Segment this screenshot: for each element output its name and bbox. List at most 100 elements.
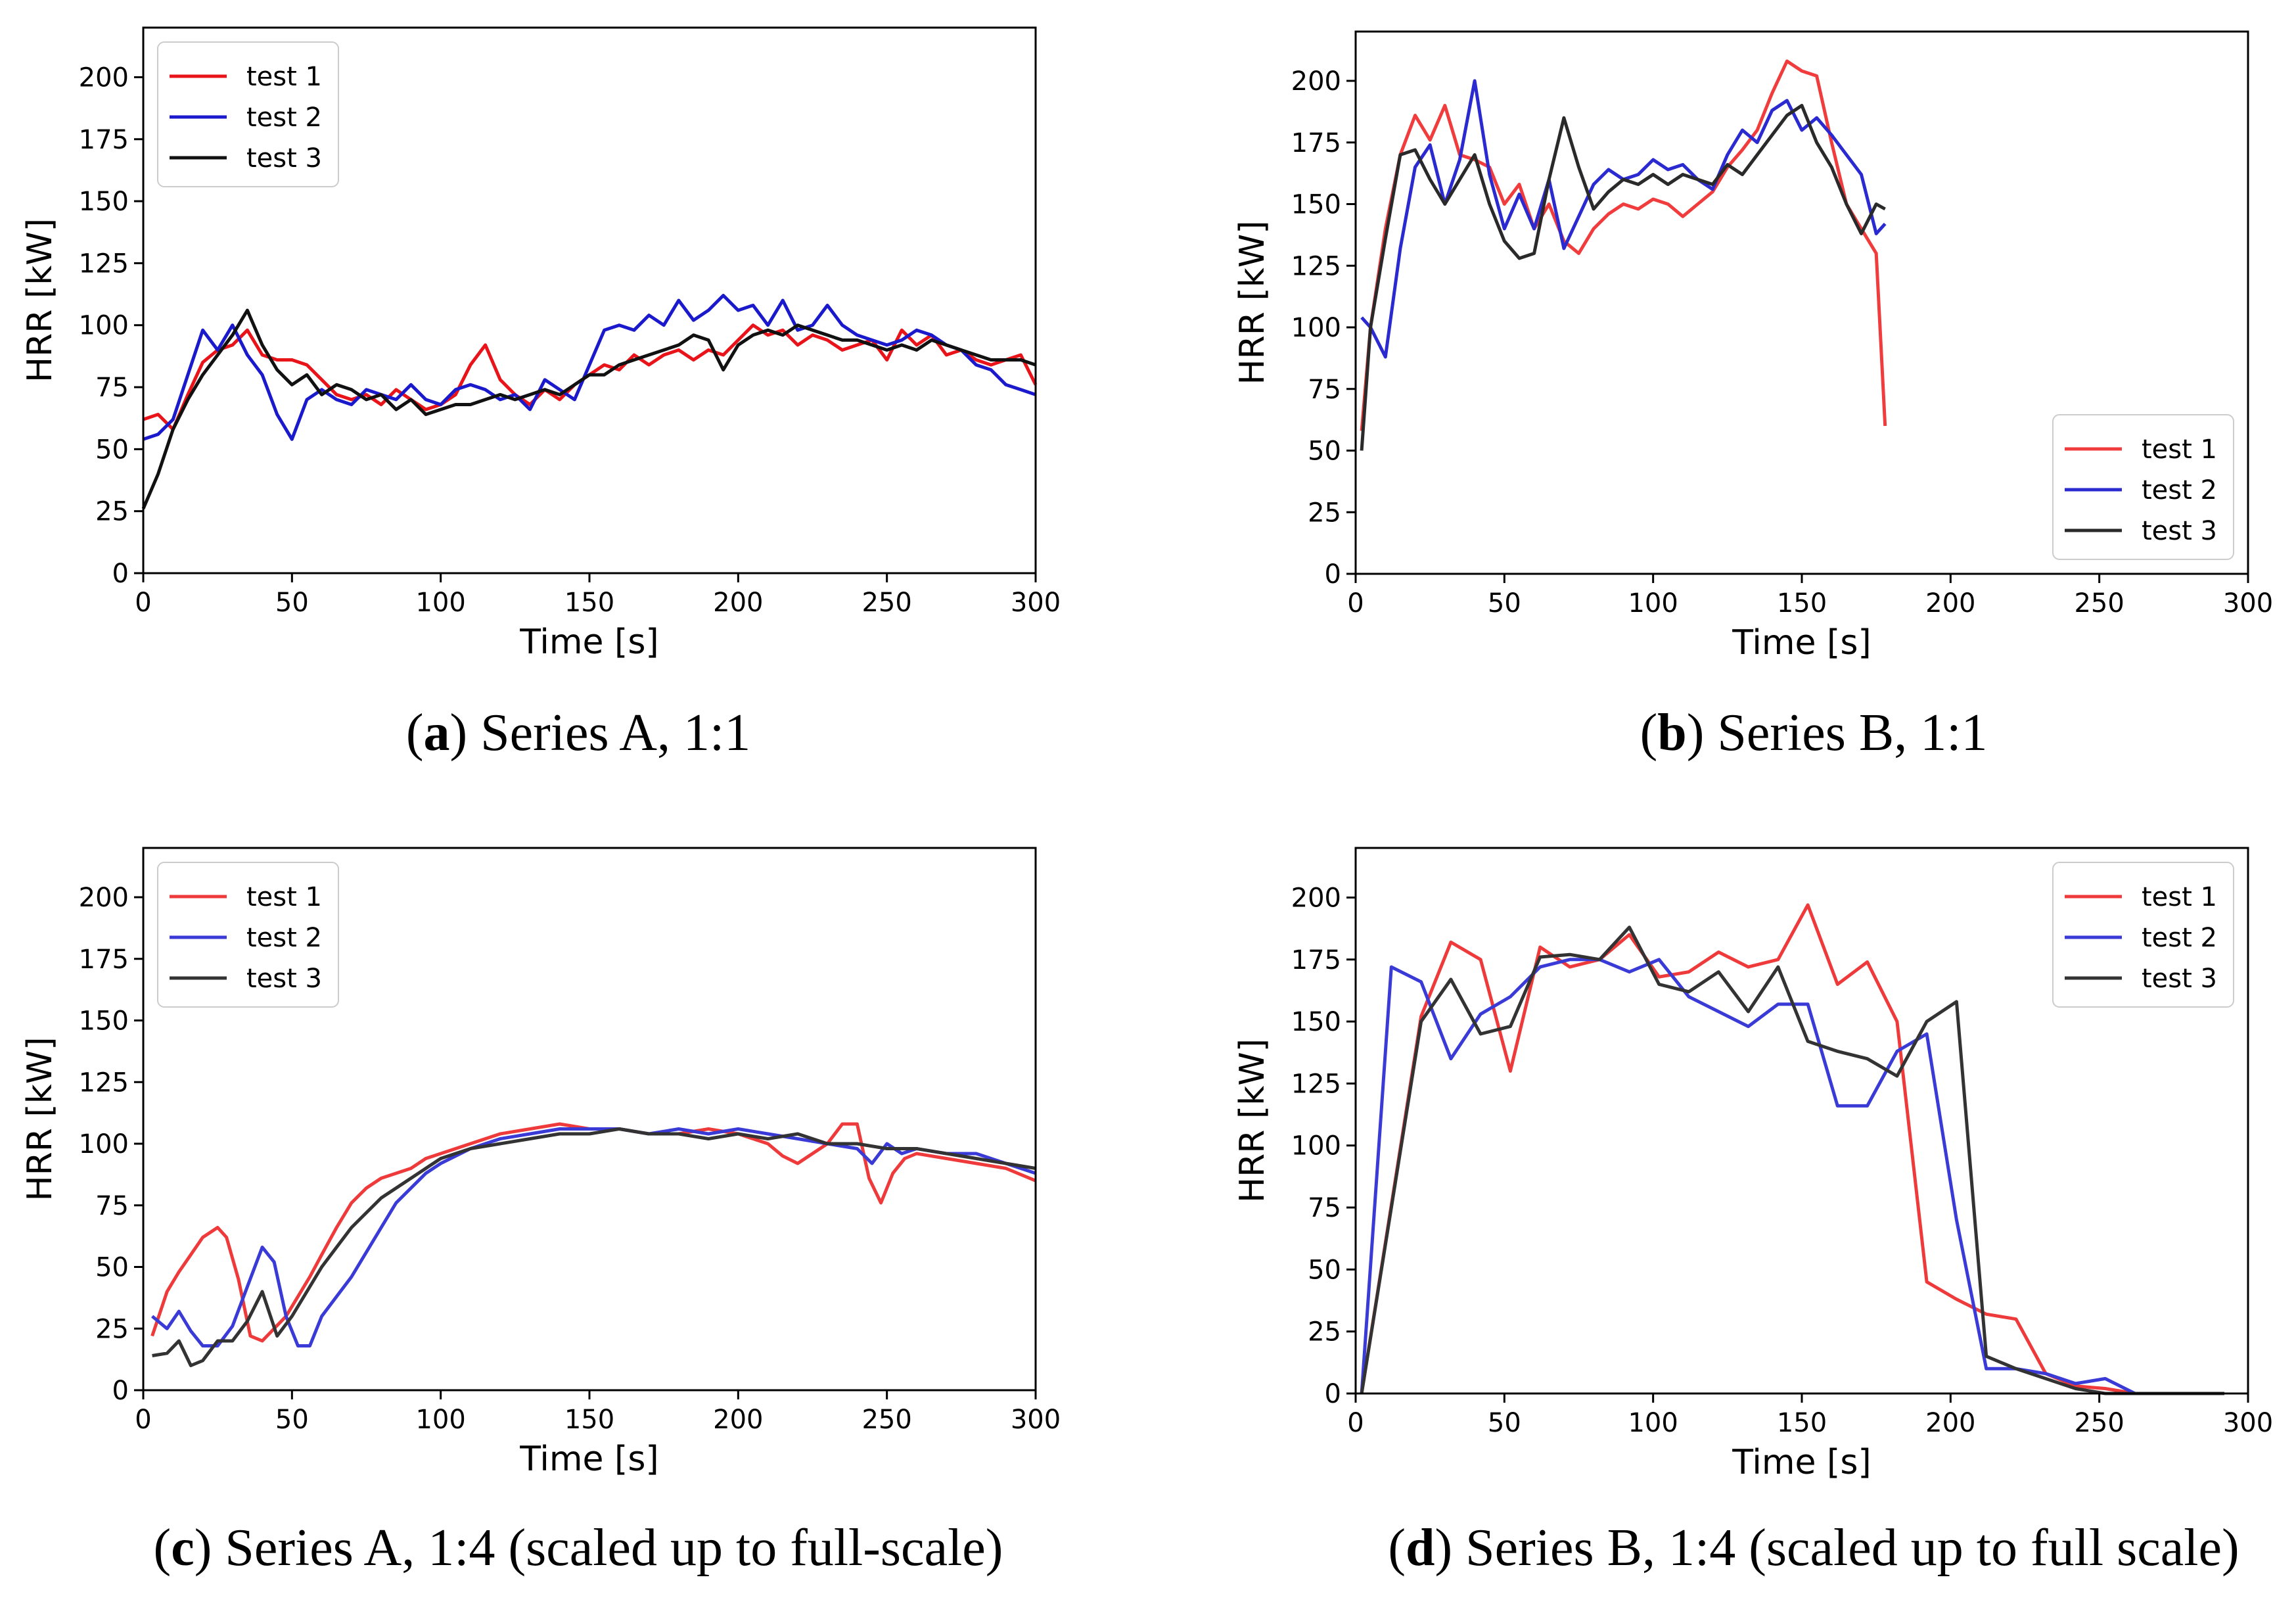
series-line-2 xyxy=(143,294,1036,441)
legend-label-2: test 2 xyxy=(2142,923,2217,953)
legend-box xyxy=(157,862,339,1008)
x-tick-label: 0 xyxy=(1347,588,1364,619)
chart-b: 0 50 100 150 200 250 300 0 25 50 75 100 125 150 175 200… xyxy=(1233,30,2273,663)
legend-label-2: test 2 xyxy=(246,923,322,953)
legend-label-3: test 3 xyxy=(246,143,322,174)
legend-box xyxy=(157,41,339,187)
legend-label-2: test 2 xyxy=(2142,475,2217,505)
y-tick-label: 175 xyxy=(79,945,129,975)
chart-c: 0 50 100 150 200 250 300 0 25 50 75 100 125 150 175 200… xyxy=(20,847,1061,1479)
legend: test 1 test 2 test 3 xyxy=(157,41,339,187)
y-tick-label: 200 xyxy=(1291,66,1341,97)
legend: test 1 test 2 test 3 xyxy=(2052,414,2234,560)
y-tick-label: 0 xyxy=(1325,1379,1341,1409)
series-line-1 xyxy=(1360,59,1887,431)
x-tick-label: 250 xyxy=(861,1405,911,1435)
y-axis-label: HRR [kW] xyxy=(20,218,60,383)
chart-a: 0 50 100 150 200 250 300 0 25 50 75 100 125 150 175 200… xyxy=(20,26,1061,662)
y-tick-label: 100 xyxy=(79,311,129,341)
legend-label-3: test 3 xyxy=(2142,516,2217,546)
legend: test 1 test 2 test 3 xyxy=(157,862,339,1008)
x-tick-label: 50 xyxy=(275,1405,309,1435)
y-tick-label: 25 xyxy=(1308,498,1341,528)
x-axis-label: Time [s] xyxy=(519,622,658,662)
series-line-3 xyxy=(152,1127,1036,1367)
x-tick-label: 100 xyxy=(1628,588,1678,619)
series-line-2 xyxy=(1360,958,2224,1395)
legend-label-1: test 1 xyxy=(2142,434,2217,465)
legend-label-1: test 1 xyxy=(246,882,322,912)
series-line-2 xyxy=(1360,79,1887,359)
y-tick-label: 200 xyxy=(79,883,129,913)
caption-b: (b) Series B, 1:1 xyxy=(1640,704,1988,762)
legend-label-2: test 2 xyxy=(246,103,322,133)
legend-box xyxy=(2052,862,2234,1008)
y-tick-label: 0 xyxy=(1325,559,1341,590)
series-line-1 xyxy=(1360,903,2224,1395)
y-tick-label: 75 xyxy=(95,373,129,403)
y-tick-label: 50 xyxy=(95,1253,129,1283)
x-tick-label: 300 xyxy=(2223,1408,2273,1438)
x-tick-label: 150 xyxy=(1777,588,1827,619)
y-tick-label: 25 xyxy=(1308,1317,1341,1347)
y-tick-label: 75 xyxy=(1308,1193,1341,1223)
y-tick-label: 125 xyxy=(1291,1069,1341,1099)
legend-box xyxy=(2052,414,2234,560)
y-tick-label: 125 xyxy=(79,1067,129,1098)
y-axis-label: HRR [kW] xyxy=(1233,1039,1272,1203)
x-tick-label: 250 xyxy=(2074,1408,2124,1438)
y-tick-label: 175 xyxy=(1291,945,1341,975)
y-tick-label: 25 xyxy=(95,497,129,527)
y-tick-label: 50 xyxy=(95,434,129,465)
x-tick-label: 150 xyxy=(564,1405,614,1435)
y-tick-label: 75 xyxy=(95,1191,129,1221)
x-tick-label: 300 xyxy=(2223,588,2273,619)
y-tick-label: 150 xyxy=(1291,190,1341,220)
y-tick-label: 175 xyxy=(1291,128,1341,158)
series-line-2 xyxy=(151,1127,1036,1347)
y-tick-label: 100 xyxy=(1291,313,1341,343)
x-tick-label: 150 xyxy=(1777,1408,1827,1438)
y-tick-label: 150 xyxy=(1291,1007,1341,1037)
x-tick-label: 250 xyxy=(2074,588,2124,619)
chart-d: 0 50 100 150 200 250 300 0 25 50 75 100 125 150 175 200… xyxy=(1233,847,2273,1482)
x-tick-label: 200 xyxy=(713,588,763,618)
legend-label-3: test 3 xyxy=(2142,964,2217,994)
legend-label-1: test 1 xyxy=(2142,882,2217,912)
series-line-3 xyxy=(141,308,1036,509)
caption-a: (a) Series A, 1:1 xyxy=(405,704,751,762)
x-tick-label: 0 xyxy=(135,588,151,618)
x-tick-label: 50 xyxy=(1488,588,1521,619)
series-line-3 xyxy=(1360,104,1886,451)
legend: test 1 test 2 test 3 xyxy=(2052,862,2234,1008)
y-tick-label: 50 xyxy=(1308,436,1341,467)
y-tick-label: 125 xyxy=(79,248,129,279)
y-tick-label: 100 xyxy=(79,1129,129,1159)
series-line-3 xyxy=(1360,925,2224,1395)
series-line-1 xyxy=(150,1122,1036,1343)
x-axis-label: Time [s] xyxy=(519,1439,658,1479)
x-tick-label: 300 xyxy=(1011,1405,1061,1435)
y-tick-label: 150 xyxy=(79,187,129,217)
y-tick-label: 150 xyxy=(79,1006,129,1037)
x-tick-label: 0 xyxy=(1347,1408,1364,1438)
x-tick-label: 150 xyxy=(564,588,614,618)
x-tick-label: 300 xyxy=(1011,588,1061,618)
x-tick-label: 50 xyxy=(275,588,309,618)
x-tick-label: 200 xyxy=(1925,1408,1975,1438)
y-tick-label: 50 xyxy=(1308,1255,1341,1285)
y-tick-label: 200 xyxy=(79,62,129,93)
y-axis-label: HRR [kW] xyxy=(20,1037,60,1202)
legend-label-1: test 1 xyxy=(246,62,322,92)
x-tick-label: 100 xyxy=(1628,1408,1678,1438)
x-axis-label: Time [s] xyxy=(1732,623,1871,663)
y-tick-label: 0 xyxy=(112,559,129,589)
y-tick-label: 100 xyxy=(1291,1131,1341,1161)
y-tick-label: 125 xyxy=(1291,251,1341,281)
legend-label-3: test 3 xyxy=(246,964,322,994)
x-tick-label: 100 xyxy=(415,588,465,618)
caption-c: (c) Series A, 1:4 (scaled up to full-sca… xyxy=(153,1519,1003,1577)
x-tick-label: 200 xyxy=(1925,588,1975,619)
caption-d: (d) Series B, 1:4 (scaled up to full sca… xyxy=(1388,1519,2239,1577)
